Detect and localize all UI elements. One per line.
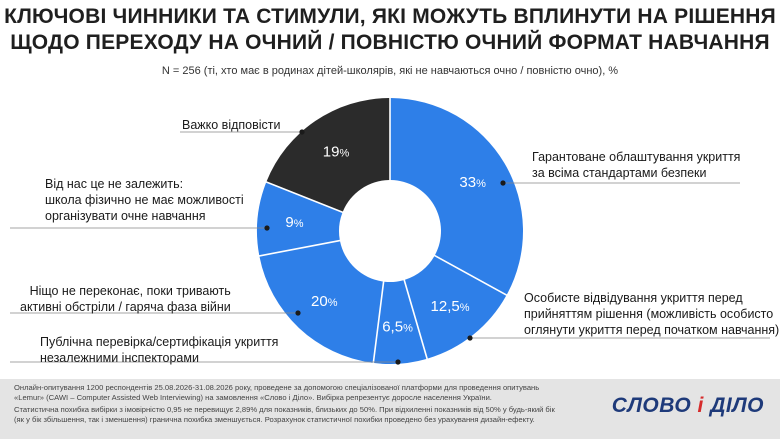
brand-logo: СЛОВО і ДІЛО [612,394,764,418]
leader-dot [295,310,301,316]
slice-category-label-line: Від нас це не залежить: [45,177,184,191]
slice-category-label: Від нас це не залежить: школа фізично не … [45,176,244,224]
logo-word-1: СЛОВО [611,394,692,417]
slice-category-label-line: незалежними інспекторами [40,351,199,365]
slice-value-label: 12,5% [431,298,470,315]
slice-category-label-line: за всіма стандартами безпеки [532,166,707,180]
leader-dot [264,225,270,231]
slice-category-label: Ніщо не переконає, поки тривають активні … [20,283,231,315]
donut-slice [266,98,390,212]
logo-word-2: ДІЛО [710,394,764,417]
donut-slice [404,256,507,359]
chart-title: КЛЮЧОВІ ЧИННИКИ ТА СТИМУЛИ, ЯКІ МОЖУТЬ В… [0,4,780,56]
footer-line-2: «Lemur» (CAWI – Computer Assisted Web In… [14,393,492,402]
slice-value-label: 9% [285,214,303,231]
donut-slice [390,98,524,295]
footer: Онлайн-опитування 1200 респондентів 25.0… [0,379,780,439]
title-line-1: КЛЮЧОВІ ЧИННИКИ ТА СТИМУЛИ, ЯКІ МОЖУТЬ В… [4,5,776,28]
slice-category-label: Особисте відвідування укриття перед прийн… [524,290,779,338]
footer-line-1: Онлайн-опитування 1200 респондентів 25.0… [14,383,540,392]
donut-slice [374,280,427,364]
leader-dot [395,359,401,365]
donut-chart: 33% 12,5% 6,5% 20% 9% 19% [10,98,770,365]
leader-dot [500,180,506,186]
slice-category-label-line: Публічна перевірка/сертифікація укриття [40,335,279,349]
slice-category-label-line: Важко відповісти [182,118,281,132]
slice-value-label: 20% [311,293,338,310]
slice-category-label-line: активні обстріли / гаряча фаза війни [20,300,231,314]
donut-slice [259,241,383,363]
donut-slice [257,182,343,256]
logo-ampersand: і [697,394,704,417]
slice-category-label: Важко відповісти [182,117,281,133]
title-line-2: ЩОДО ПЕРЕХОДУ НА ОЧНИЙ / ПОВНІСТЮ ОЧНИЙ … [10,31,770,54]
chart-subtitle: N = 256 (ті, хто має в родинах дітей-шко… [161,65,619,77]
slice-category-label-line: прийняттям рішення (можливість особисто [524,307,774,321]
slice-category-label-line: організувати очне навчання [45,209,206,223]
slice-category-label-line: Ніщо не переконає, поки тривають [29,284,231,298]
slice-category-label-line: оглянути укриття перед початком навчання… [524,323,780,337]
slice-value-label: 33% [459,174,486,191]
footer-line-4: (як у бік збільшення, так і зменшення) г… [14,415,535,424]
slice-category-label-line: школа фізично не має можливості [45,193,244,207]
leader-dot [467,335,473,341]
slice-category-label-line: Особисте відвідування укриття перед [524,291,743,305]
leader-dot [299,129,305,135]
footer-line-3: Статистична похибка вибірки з імовірніст… [14,405,555,414]
slice-category-label: Гарантоване облаштування укриття за всіма… [532,149,740,181]
slice-category-label-line: Гарантоване облаштування укриття [532,150,741,164]
slice-value-label: 19% [323,144,350,161]
slice-category-label: Публічна перевірка/сертифікація укриття н… [40,334,278,366]
slice-value-label: 6,5% [382,319,413,336]
